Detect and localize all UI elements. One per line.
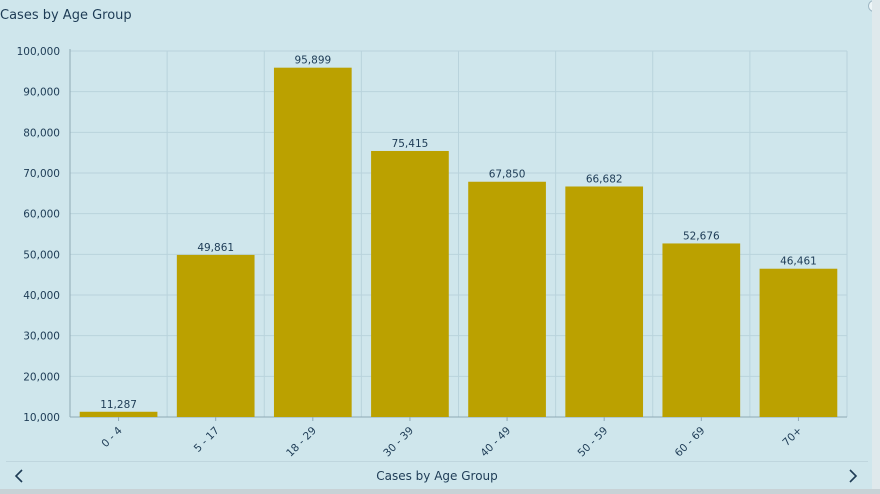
y-tick-label: 80,000 xyxy=(23,127,60,139)
y-tick-label: 30,000 xyxy=(23,331,60,343)
y-tick-label: 20,000 xyxy=(23,371,60,383)
x-tick-label: 5 - 17 xyxy=(192,425,222,455)
bar-value-label: 52,676 xyxy=(683,230,720,242)
bar-value-label: 95,899 xyxy=(294,55,331,67)
frame-edge xyxy=(0,489,880,494)
y-tick-label: 40,000 xyxy=(23,290,60,302)
bar xyxy=(79,411,158,417)
x-tick-label: 70+ xyxy=(780,425,804,449)
x-tick-label: 18 - 29 xyxy=(284,425,319,460)
y-tick-label: 70,000 xyxy=(23,168,60,180)
chevron-right-icon[interactable] xyxy=(846,468,860,484)
x-tick-label: 0 - 4 xyxy=(99,424,125,450)
chart-title: Cases by Age Group xyxy=(0,8,132,23)
bar xyxy=(662,243,741,417)
footer-title: Cases by Age Group xyxy=(376,469,498,483)
bar xyxy=(371,150,449,417)
x-tick-label: 30 - 39 xyxy=(381,425,416,460)
y-tick-label: 50,000 xyxy=(23,249,60,261)
bar xyxy=(176,254,255,417)
y-tick-label: 10,000 xyxy=(23,412,60,424)
x-tick-label: 60 - 69 xyxy=(673,425,708,460)
y-tick-label: 90,000 xyxy=(23,87,60,99)
bar-value-label: 46,461 xyxy=(780,256,817,268)
bar-value-label: 11,287 xyxy=(100,399,137,411)
bar xyxy=(468,181,546,417)
frame-edge xyxy=(872,0,880,494)
y-tick-label: 60,000 xyxy=(23,209,60,221)
bar-value-label: 75,415 xyxy=(392,138,429,150)
y-tick-label: 100,000 xyxy=(17,46,60,58)
bar-value-label: 66,682 xyxy=(586,173,623,185)
chart-footer: Cases by Age Group xyxy=(6,461,868,490)
bar-value-label: 49,861 xyxy=(197,242,234,254)
x-tick-label: 50 - 59 xyxy=(576,425,611,460)
bar-chart: 10,000 20,000 30,000 40,000 50,000 60,000 70,0… xyxy=(17,46,848,460)
bar-value-label: 67,850 xyxy=(489,169,526,181)
chevron-left-icon[interactable] xyxy=(12,468,26,484)
bar xyxy=(565,186,644,417)
bar xyxy=(759,268,838,417)
x-tick-label: 40 - 49 xyxy=(478,425,513,460)
bar xyxy=(273,67,352,417)
